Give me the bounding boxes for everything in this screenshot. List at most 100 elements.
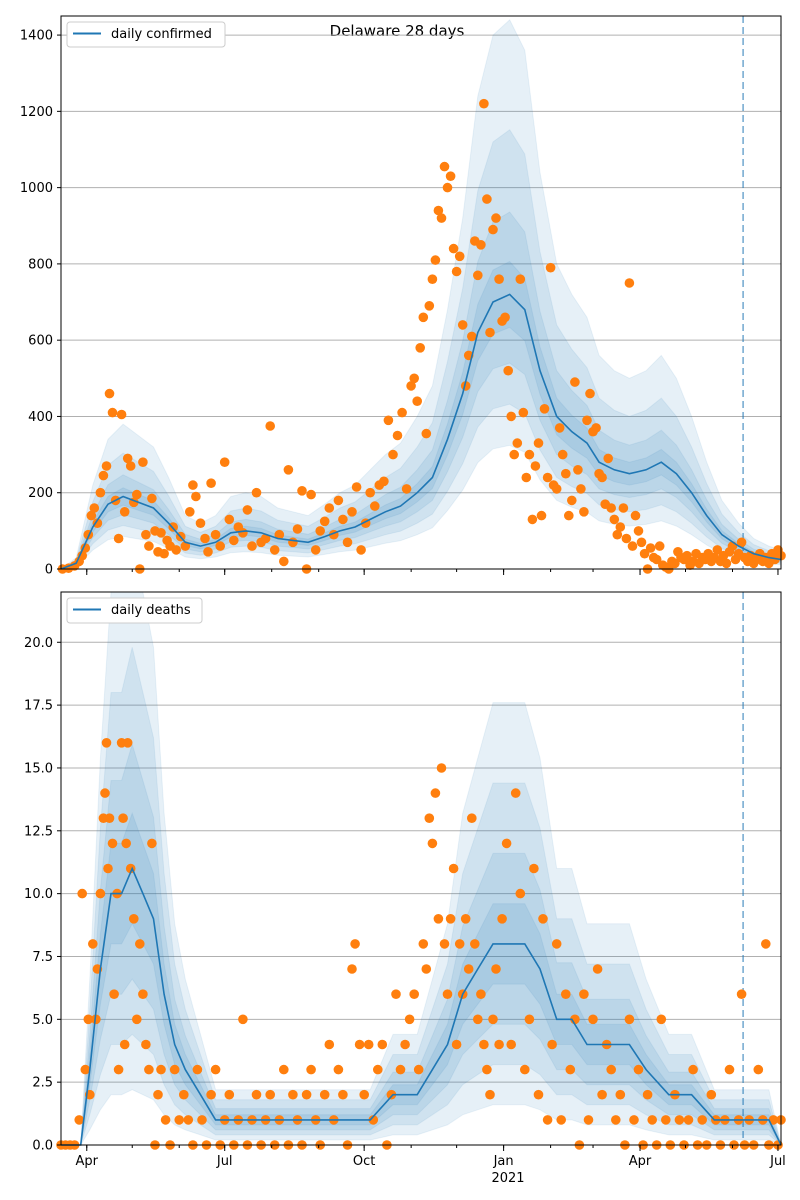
data-point [365,487,376,498]
data-point [171,545,181,555]
data-point [639,548,650,559]
data-point [373,1064,383,1075]
confirmed-bands [60,18,782,570]
data-point [386,1089,397,1100]
data-point [645,543,656,553]
data-point [251,487,262,498]
data-point [494,1039,504,1050]
data-point [200,533,210,544]
confirmed-grid [61,34,781,570]
data-point [297,486,307,496]
legend-box [66,597,203,624]
data-point [288,1089,298,1100]
data-point [433,205,444,216]
data-point [418,939,429,949]
data-point [288,537,298,548]
data-point [524,1014,535,1025]
data-point [473,270,483,281]
data-point [118,813,128,823]
data-point [324,503,335,513]
data-point [206,1089,216,1100]
data-point [597,472,607,483]
data-point [633,526,644,536]
y-tick-label: 800 [28,257,53,272]
data-point [274,529,285,540]
confirmed-axes-frame [60,15,782,570]
data-point [306,1064,316,1075]
data-point [494,274,504,285]
deaths-y-ticks: 0.0 2.5 5.0 7.5 10.0 12.5 15.0 17.5 20.0 [24,636,61,1154]
data-point [138,989,148,999]
x-tick-label: Jul [216,1154,233,1169]
chart-title: Delaware 28 days [330,22,465,40]
data-point [442,989,453,999]
y-tick-label: 400 [28,410,53,425]
data-point [388,449,398,460]
data-point [567,495,577,506]
deaths-bands [61,591,782,1147]
data-point [77,550,87,561]
data-point [724,1064,735,1075]
y-tick-label: 17.5 [24,699,53,714]
data-point [583,1115,594,1125]
data-point [515,888,526,899]
data-point [753,1064,764,1075]
x-tick-label: Jul [769,1154,786,1169]
y-tick-label: 2.5 [32,1076,53,1091]
x-tick-label: Jan [493,1154,514,1169]
data-point [688,1064,698,1075]
data-point [98,470,109,481]
data-point [377,1039,388,1050]
data-point [651,554,662,565]
data-point [247,541,257,551]
x-year-label: 2021 [491,1171,524,1186]
data-point [83,1014,94,1025]
data-point [179,1089,189,1100]
data-point [612,529,623,540]
data-point [530,461,541,471]
data-point [135,939,145,949]
x-tick-label: Apr [76,1154,99,1169]
data-point [463,964,474,974]
data-point [238,528,248,538]
confirmed-panel: 0 200 400 600 800 1000 1200 1400 daily confirme… [20,15,786,578]
data-point [415,343,426,353]
data-point [242,505,253,515]
data-point [621,533,632,544]
series-line [60,293,782,570]
data-point [160,1115,171,1125]
data-point [156,1064,166,1075]
data-point [436,213,447,223]
data-point [661,1115,671,1125]
data-point [585,388,595,399]
data-point [606,1064,616,1075]
deaths-legend: daily deaths [66,597,203,624]
data-point [122,738,133,748]
data-point [503,365,513,376]
y-tick-label: 1200 [20,105,53,120]
data-point [618,503,629,513]
data-point [506,411,516,422]
data-point [510,788,521,798]
data-point [356,545,366,555]
data-point [354,1039,365,1050]
confirmed-legend: daily confirmed [66,21,226,48]
data-point [107,838,118,849]
data-point [573,465,583,475]
data-point [141,529,151,540]
x-tick-label: Oct [353,1154,375,1169]
data-point [210,1064,221,1075]
data-point [576,484,586,494]
data-point [736,537,747,548]
data-point [185,507,195,517]
data-point [238,1014,248,1025]
data-point [383,415,394,426]
data-point [524,449,535,460]
data-point [121,838,131,849]
data-point [95,888,106,899]
data-point [269,545,280,555]
data-point [203,547,213,557]
data-point [159,548,169,559]
data-point [609,514,620,525]
y-tick-label: 5.0 [32,1013,53,1028]
